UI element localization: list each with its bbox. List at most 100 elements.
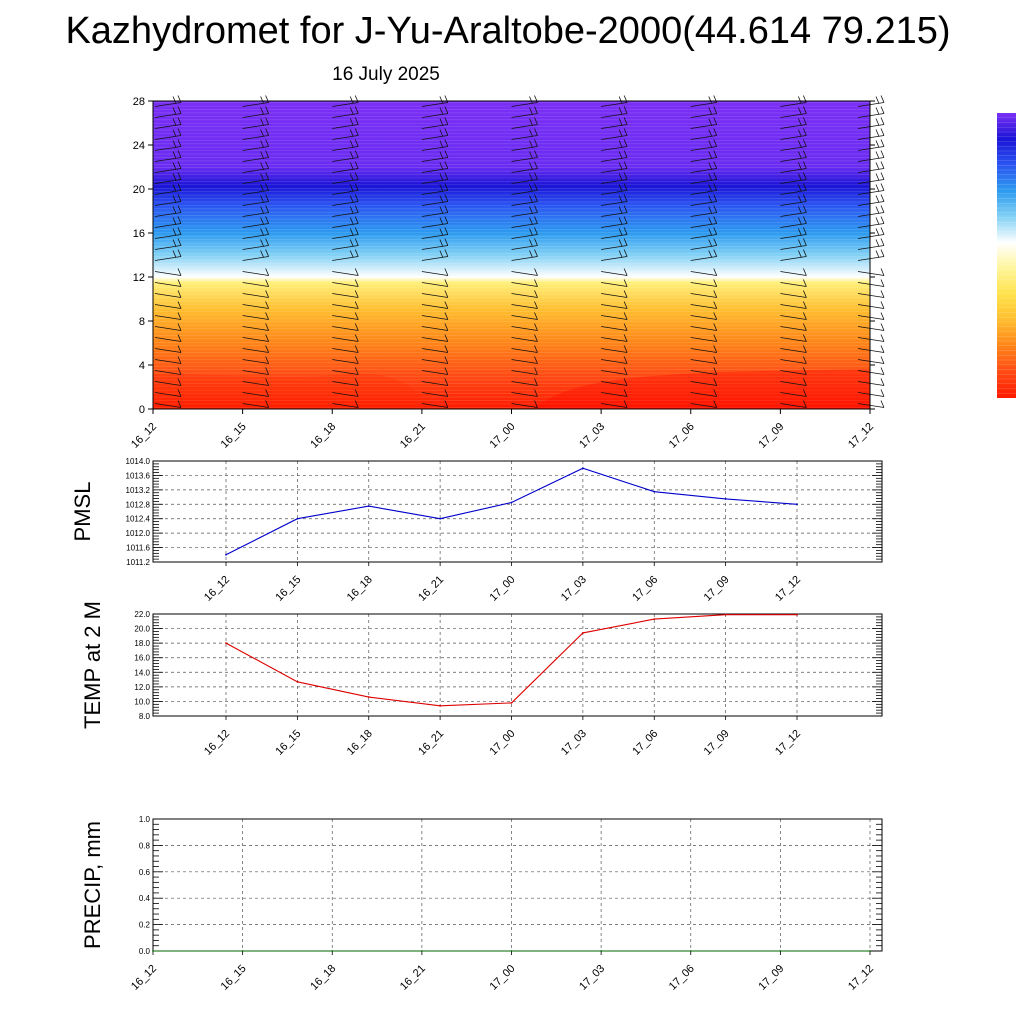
wind-barb-flag bbox=[265, 290, 269, 298]
wind-barb-flag bbox=[803, 400, 807, 408]
wind-barb bbox=[154, 403, 182, 408]
wind-barb bbox=[690, 392, 717, 397]
x-tick-label: 17_06 bbox=[630, 728, 660, 758]
data-point bbox=[796, 503, 798, 506]
wind-barb-flag bbox=[880, 400, 885, 408]
surface-warm-area bbox=[533, 369, 870, 409]
wind-barb bbox=[857, 326, 885, 331]
wind-barb-flag bbox=[439, 228, 444, 236]
wind-barb-flag bbox=[713, 301, 718, 309]
wind-barb-flag bbox=[529, 217, 533, 225]
wind-barb bbox=[154, 348, 182, 353]
wind-barb bbox=[601, 157, 628, 162]
x-tick-label: 16_21 bbox=[416, 728, 446, 758]
wind-barb bbox=[242, 168, 269, 173]
wind-barb-flag bbox=[534, 345, 538, 353]
wind-barb bbox=[690, 245, 717, 250]
wind-barb-flag bbox=[265, 216, 269, 224]
wind-barb bbox=[690, 304, 717, 309]
wind-barb-flag bbox=[177, 205, 182, 213]
wind-barb bbox=[511, 359, 538, 364]
wind-barb-flag bbox=[534, 117, 538, 125]
wind-barb bbox=[242, 256, 269, 261]
wind-barb bbox=[690, 190, 717, 195]
wind-barb bbox=[780, 245, 807, 250]
y-axis-label: TEMP at 2 M bbox=[80, 601, 105, 729]
wind-barb-flag bbox=[260, 118, 264, 126]
wind-barb-flag bbox=[529, 107, 533, 115]
wind-barb bbox=[857, 381, 885, 386]
wind-barb bbox=[780, 102, 807, 107]
wind-barb bbox=[857, 135, 885, 140]
data-point bbox=[296, 517, 299, 520]
wind-barb bbox=[154, 113, 182, 118]
wind-barb-flag bbox=[534, 312, 538, 320]
data-point bbox=[225, 553, 227, 556]
wind-barb-flag bbox=[444, 183, 449, 191]
wind-barb bbox=[601, 293, 628, 298]
wind-barb-flag bbox=[349, 250, 354, 258]
y-tick-label: 20.0 bbox=[134, 625, 150, 634]
precip-panel: 0.0 0.2 0.4 0.6 0.8 1.0 16_12 16_15 16_18 16_21 17… bbox=[80, 815, 883, 993]
wind-barb-flag bbox=[439, 107, 444, 115]
wind-barb-flag bbox=[623, 249, 628, 257]
wind-barb-flag bbox=[354, 249, 359, 257]
wind-barb-flag bbox=[349, 162, 354, 170]
wind-barb bbox=[601, 168, 628, 173]
wind-barb-flag bbox=[529, 228, 533, 236]
wind-barb bbox=[780, 256, 807, 261]
wind-barb-flag bbox=[177, 290, 182, 298]
wind-barb-flag bbox=[708, 162, 713, 170]
wind-barb-flag bbox=[623, 150, 628, 158]
wind-barb-flag bbox=[444, 139, 449, 147]
wind-barb-flag bbox=[265, 205, 269, 213]
data-point bbox=[331, 950, 334, 952]
wind-barb bbox=[332, 271, 359, 276]
wind-barb-flag bbox=[803, 139, 807, 147]
wind-barb bbox=[511, 337, 538, 342]
surface-warm-area bbox=[153, 373, 433, 409]
wind-barb-flag bbox=[172, 217, 177, 225]
wind-barb-flag bbox=[713, 389, 718, 397]
wind-barb bbox=[332, 212, 359, 217]
y-tick-label: 14.0 bbox=[134, 668, 150, 677]
wind-barb bbox=[780, 157, 807, 162]
wind-barb-flag bbox=[534, 238, 538, 246]
wind-barb-flag bbox=[260, 162, 264, 170]
x-tick-label: 17_03 bbox=[577, 963, 607, 993]
y-tick-label: 16 bbox=[133, 228, 145, 240]
plot-frame bbox=[152, 818, 883, 952]
wind-barb-flag bbox=[803, 378, 807, 386]
y-tick-label: 20 bbox=[133, 184, 145, 196]
wind-barb-flag bbox=[534, 356, 538, 364]
wind-barb-flag bbox=[534, 290, 538, 298]
wind-barb bbox=[242, 146, 269, 151]
x-tick-label: 17_09 bbox=[756, 421, 786, 451]
wind-barb-flag bbox=[265, 172, 269, 180]
x-tick-label: 17_12 bbox=[846, 963, 876, 993]
wind-barb bbox=[857, 113, 885, 118]
wind-barb bbox=[780, 381, 807, 386]
wind-barb bbox=[601, 403, 628, 408]
wind-barb bbox=[332, 381, 359, 386]
wind-barb-flag bbox=[354, 356, 359, 364]
wind-barb-flag bbox=[260, 184, 264, 192]
wind-barb bbox=[154, 304, 182, 309]
wind-barb-flag bbox=[172, 195, 177, 203]
wind-barb-flag bbox=[803, 161, 807, 169]
wind-barb-flag bbox=[875, 140, 880, 148]
wind-barb-flag bbox=[265, 301, 269, 309]
wind-barb-flag bbox=[880, 106, 885, 114]
wind-barb-flag bbox=[444, 194, 449, 202]
wind-barb bbox=[780, 212, 807, 217]
wind-barb bbox=[242, 212, 269, 217]
wind-barb bbox=[857, 293, 885, 298]
data-point bbox=[510, 950, 513, 952]
x-tick-label: 17_00 bbox=[488, 574, 518, 604]
wind-barb-flag bbox=[444, 378, 449, 386]
wind-barb-flag bbox=[803, 194, 807, 202]
wind-barb bbox=[242, 234, 269, 239]
wind-barb bbox=[690, 282, 717, 287]
wind-barb bbox=[780, 370, 807, 375]
wind-barb-flag bbox=[623, 268, 628, 276]
